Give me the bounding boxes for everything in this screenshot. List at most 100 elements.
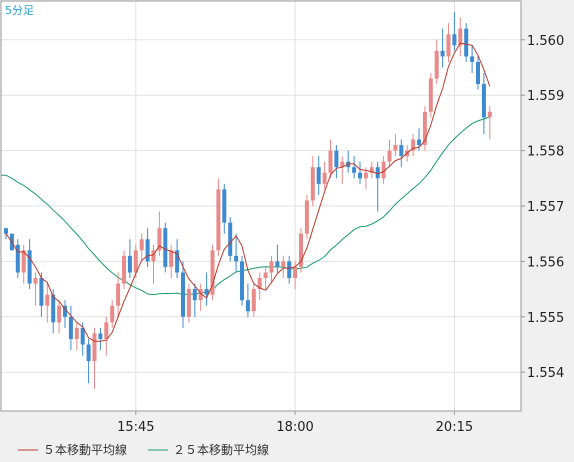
candle-body [4,228,8,234]
candle-body [411,139,416,151]
candle-body [145,239,150,262]
y-tick-label: 1.554 [527,366,564,381]
candle-body [228,222,233,256]
timeframe-label: 5分足 [5,4,34,17]
ma5-line [5,42,491,342]
candle-body [240,261,244,301]
candle-body [257,278,262,290]
candles [4,12,492,389]
candle-body [322,172,327,184]
candle-body [428,78,433,112]
ma5-series [5,42,491,342]
candle-body [92,333,97,362]
candle-body [151,250,156,262]
ma25-legend-label: ２５本移動平均線 [173,442,269,457]
candle-body [422,111,427,146]
candle-body [68,316,73,339]
candle-body [181,272,185,317]
ma25-line [1,116,490,296]
candle-body [86,344,91,362]
candle-body [352,167,357,173]
candle-body [263,272,268,279]
candle-body [74,327,79,339]
candle-body [299,233,303,267]
candle-body [192,289,197,301]
candle-body [51,294,56,323]
candle-body [387,150,392,162]
candle-body [45,294,50,306]
candle-body [328,150,333,173]
candle-body [446,34,451,57]
candle-body [310,167,315,201]
candle-body [245,300,250,312]
candle-body [293,266,298,279]
y-tick-label: 1.560 [527,34,564,49]
candle-body [369,167,374,173]
candle-body [157,228,162,251]
candle-body [222,189,227,223]
candle-body [434,50,439,79]
candle-body [80,327,85,345]
candle-body [304,200,309,234]
candle-body [476,61,480,85]
candle-body [216,189,221,251]
candle-body [33,278,38,284]
candle-body [133,250,138,273]
candle-body [481,84,486,118]
candle-body [381,161,386,179]
y-tick-label: 1.557 [527,200,564,215]
candle-body [440,50,445,57]
candle-body [57,305,62,323]
candle-body [163,228,168,267]
candle-body [139,239,144,251]
candle-body [251,289,256,312]
candle-body [275,261,280,267]
legend: ５本移動平均線 ２５本移動平均線 [18,442,269,457]
y-axis-ticks: 1.554 1.555 1.556 1.557 1.558 1.559 1.560 [521,34,564,381]
candle-body [458,28,463,46]
candle-body [417,139,421,146]
candle-body [358,172,362,179]
x-axis-ticks: 15:45 18:00 20:15 [117,411,473,435]
y-tick-label: 1.556 [527,255,564,270]
candle-body [487,111,492,118]
candle-body [98,333,103,339]
candle-body [470,56,475,62]
candle-body [334,150,339,168]
candle-body [452,34,457,46]
candle-body [464,28,469,57]
candle-body [116,283,121,306]
x-tick-label: 15:45 [117,420,154,435]
ma5-legend-label: ５本移動平均線 [43,442,127,457]
ma25-series [1,116,490,296]
candle-body [210,250,215,295]
candle-body [21,250,26,273]
y-tick-label: 1.555 [527,311,564,326]
candle-body [63,305,67,317]
grid [1,1,521,411]
candle-body [15,244,20,273]
candle-body [186,289,191,317]
y-tick-label: 1.559 [527,89,564,104]
candle-body [39,278,44,306]
candle-body [122,255,126,284]
x-tick-label: 18:00 [276,420,313,435]
candle-body [399,145,404,157]
candle-body [127,255,132,273]
candle-body [204,289,209,295]
candle-body [104,322,109,339]
candle-body [363,172,368,179]
candle-body [393,145,398,151]
candle-body [375,167,380,179]
candle-body [340,161,345,168]
candle-body [281,261,286,267]
candle-body [287,261,292,279]
x-tick-label: 20:15 [436,420,473,435]
y-tick-label: 1.558 [527,145,564,160]
candle-body [27,250,32,284]
candle-body [198,289,203,301]
candle-body [169,250,174,267]
candle-body [110,305,115,323]
